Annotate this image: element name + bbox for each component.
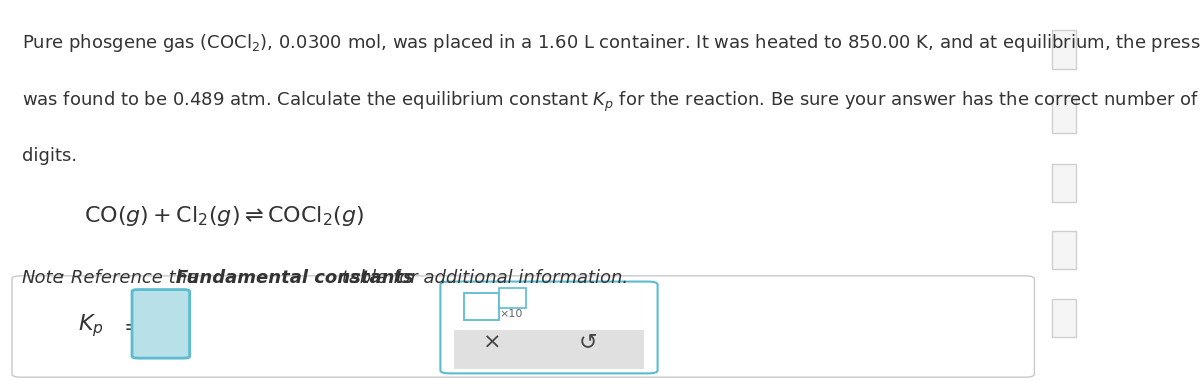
FancyBboxPatch shape: [132, 290, 190, 358]
Text: ↺: ↺: [578, 333, 598, 352]
FancyBboxPatch shape: [1052, 95, 1076, 133]
FancyBboxPatch shape: [1052, 30, 1076, 69]
Text: was found to be 0.489 atm. Calculate the equilibrium constant $K_p$ for the reac: was found to be 0.489 atm. Calculate the…: [22, 90, 1200, 114]
Text: ×10: ×10: [499, 309, 522, 319]
Text: $K_p$: $K_p$: [78, 312, 103, 339]
FancyBboxPatch shape: [440, 282, 658, 373]
FancyBboxPatch shape: [1052, 164, 1076, 202]
Text: digits.: digits.: [22, 147, 77, 165]
FancyBboxPatch shape: [1052, 231, 1076, 269]
Text: Note: Note: [22, 269, 65, 287]
Bar: [454, 287, 644, 330]
Text: ×: ×: [482, 333, 502, 352]
Bar: [454, 328, 644, 369]
Text: Fundamental constants: Fundamental constants: [176, 269, 414, 287]
Text: : Reference the: : Reference the: [59, 269, 204, 287]
FancyBboxPatch shape: [464, 293, 499, 320]
FancyBboxPatch shape: [12, 276, 1034, 377]
FancyBboxPatch shape: [499, 288, 526, 308]
Text: Pure phosgene gas $(\mathrm{COCl_2})$, 0.0300 mol, was placed in a 1.60 L contai: Pure phosgene gas $(\mathrm{COCl_2})$, 0…: [22, 32, 1200, 54]
FancyBboxPatch shape: [1052, 299, 1076, 337]
Text: $=$: $=$: [119, 316, 142, 336]
Text: $\mathrm{CO}(g) + \mathrm{Cl_2}(g) \rightleftharpoons \mathrm{COCl_2}(g)$: $\mathrm{CO}(g) + \mathrm{Cl_2}(g) \righ…: [84, 204, 364, 228]
Text: table for additional information.: table for additional information.: [336, 269, 628, 287]
